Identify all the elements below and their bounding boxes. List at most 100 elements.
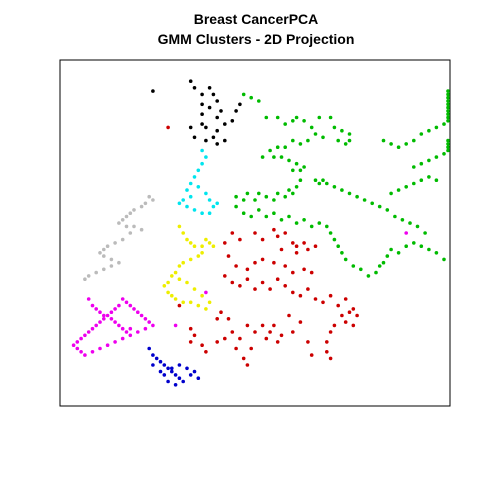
scatter-point (260, 155, 265, 159)
scatter-point (151, 89, 155, 93)
scatter-point (181, 300, 185, 305)
scatter-point (177, 224, 182, 229)
scatter-point (306, 287, 310, 291)
scatter-point (117, 221, 121, 225)
scatter-point (298, 142, 303, 146)
scatter-point (154, 356, 159, 361)
scatter-point (245, 363, 250, 367)
scatter-point (340, 251, 344, 255)
scatter-point (185, 366, 189, 371)
scatter-point (234, 109, 238, 113)
scatter-point (309, 224, 314, 229)
scatter-point (83, 353, 87, 357)
scatter-point (294, 161, 299, 166)
scatter-point (343, 257, 348, 262)
scatter-point (446, 145, 450, 149)
scatter-point (306, 247, 310, 252)
scatter-point (124, 300, 129, 305)
scatter-point (260, 237, 265, 242)
scatter-point (249, 214, 253, 219)
scatter-point (238, 336, 242, 341)
scatter-point (309, 270, 314, 275)
scatter-point (117, 260, 121, 265)
scatter-point (215, 142, 219, 146)
scatter-point (302, 119, 306, 123)
scatter-point (275, 115, 280, 120)
scatter-point (207, 198, 212, 202)
scatter-point (328, 356, 333, 361)
scatter-point (442, 257, 446, 262)
scatter-point (355, 194, 359, 199)
scatter-point (188, 257, 193, 262)
scatter-point (188, 340, 193, 344)
scatter-point (268, 287, 272, 291)
scatter-point (423, 231, 427, 235)
scatter-point (283, 284, 288, 288)
scatter-point (215, 201, 219, 206)
scatter-point (223, 122, 227, 126)
scatter-point (328, 293, 333, 298)
scatter-point (347, 138, 352, 143)
scatter-point (200, 148, 204, 153)
scatter-point (181, 231, 185, 235)
scatter-point (321, 300, 325, 305)
scatter-point (204, 125, 208, 130)
scatter-point (253, 287, 257, 291)
scatter-point (196, 168, 201, 173)
scatter-point (192, 175, 197, 179)
scatter-point (325, 181, 329, 186)
scatter-point (207, 86, 212, 90)
scatter-point (204, 350, 208, 354)
scatter-point (90, 350, 95, 354)
scatter-point (185, 280, 189, 285)
scatter-point (279, 155, 284, 159)
scatter-point (204, 155, 208, 159)
scatter-point (151, 363, 155, 367)
scatter-point (446, 105, 450, 110)
scatter-point (124, 214, 129, 219)
scatter-point (332, 185, 337, 189)
scatter-point (298, 178, 303, 182)
scatter-point (188, 326, 193, 331)
scatter-point (132, 208, 136, 212)
scatter-point (446, 142, 450, 146)
scatter-point (200, 161, 204, 166)
scatter-point (275, 340, 280, 344)
scatter-point (192, 369, 197, 374)
scatter-point (147, 194, 151, 199)
scatter-point (177, 303, 182, 308)
scatter-point (442, 152, 446, 156)
scatter-point (207, 211, 212, 215)
scatter-point (313, 297, 318, 301)
scatter-point (188, 79, 193, 83)
scatter-point (347, 132, 352, 136)
scatter-point (347, 191, 352, 196)
scatter-point (90, 303, 95, 308)
scatter-point (105, 343, 110, 348)
scatter-point (128, 231, 133, 235)
scatter-point (291, 191, 295, 196)
scatter-point (151, 353, 155, 357)
scatter-point (272, 198, 276, 202)
scatter-point (332, 237, 337, 242)
scatter-point (446, 92, 450, 97)
scatter-point (177, 201, 182, 206)
scatter-point (446, 109, 450, 113)
scatter-point (207, 300, 212, 305)
scatter-point (446, 112, 450, 116)
scatter-point (109, 257, 114, 262)
scatter-point (389, 247, 393, 252)
scatter-point (370, 201, 375, 206)
scatter-point (147, 346, 151, 351)
scatter-point (264, 194, 269, 199)
scatter-point (325, 224, 329, 229)
scatter-point (313, 178, 318, 182)
scatter-point (98, 251, 102, 255)
scatter-point (412, 138, 416, 143)
scatter-point (192, 86, 197, 90)
scatter-point (120, 297, 125, 301)
scatter-point (446, 138, 450, 143)
scatter-point (264, 336, 269, 341)
scatter-point (173, 373, 178, 377)
scatter-point (427, 158, 431, 163)
